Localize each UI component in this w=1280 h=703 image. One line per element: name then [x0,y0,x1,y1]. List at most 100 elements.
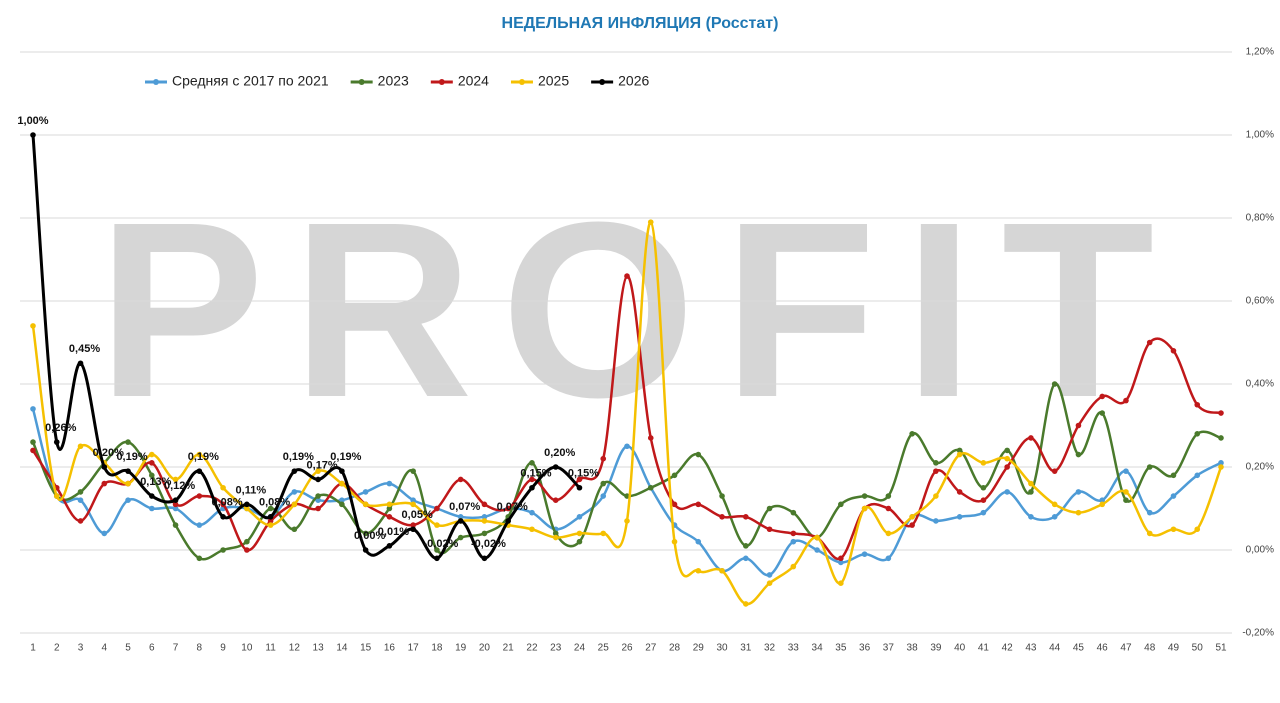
y-tick-label: 1,00% [1246,130,1274,141]
point [552,530,559,537]
point [267,518,274,524]
point [1051,501,1058,508]
point [766,526,773,533]
point [933,518,939,524]
point [125,468,131,474]
x-tick-label: 34 [812,643,824,654]
x-tick-label: 23 [550,643,562,654]
point [77,443,84,450]
point [1004,447,1010,454]
data-label: 0,13% [140,476,171,488]
point [172,522,179,528]
x-tick-label: 28 [669,643,681,654]
legend-marker [438,79,445,85]
point [1194,526,1201,533]
point [743,601,749,607]
point [30,323,36,329]
point [743,514,749,520]
x-tick-label: 15 [360,643,372,654]
x-tick-label: 30 [716,643,728,654]
point [814,547,820,553]
point [529,526,535,533]
point [244,501,250,508]
point [457,476,464,483]
point [505,518,512,524]
point [244,505,250,512]
point [220,514,226,520]
point [647,435,654,441]
x-tick-label: 25 [598,643,610,654]
point [1075,509,1082,516]
point [386,514,393,520]
point [1028,514,1034,520]
point [956,489,963,495]
data-label: 0,05% [402,509,433,521]
x-tick-label: 16 [384,643,396,654]
point [647,484,654,491]
x-tick-label: 14 [336,643,348,654]
point [1123,497,1129,504]
point [1099,497,1105,504]
y-tick-label: 0,00% [1246,545,1274,556]
x-tick-label: 5 [125,643,131,654]
point [695,501,702,508]
data-label: -0,02% [423,538,458,550]
point [909,514,915,520]
point [244,538,250,545]
point [125,439,131,445]
point [196,493,203,499]
legend-label: 2026 [618,73,649,89]
x-tick-label: 46 [1097,643,1109,654]
point [149,505,155,512]
point [220,547,226,553]
x-tick-label: 22 [526,643,538,654]
point [1099,393,1105,400]
point [267,522,274,528]
point [77,360,84,367]
data-label: 0,17% [307,459,338,471]
y-tick-label: 1,20% [1246,47,1274,58]
point [861,493,868,499]
x-tick-label: 4 [101,643,107,654]
point [362,501,369,508]
x-tick-label: 2 [54,643,60,654]
point [196,468,203,474]
point [77,489,84,495]
point [1170,348,1177,354]
point [980,509,987,516]
point [457,534,464,541]
x-tick-label: 24 [574,643,586,654]
x-tick-label: 51 [1215,643,1227,654]
point [339,468,345,474]
point [410,468,416,474]
data-label: 0,19% [283,451,314,463]
point [600,530,607,537]
point [434,555,440,562]
y-tick-label: 0,80% [1246,213,1274,224]
point [125,480,131,487]
point [1075,451,1082,458]
point [790,509,797,516]
point [30,406,36,412]
x-tick-label: 8 [197,643,203,654]
point [790,563,797,570]
point [743,555,749,562]
x-tick-label: 43 [1025,643,1037,654]
point [267,514,274,520]
point [1170,493,1177,499]
data-label: 0,20% [93,447,124,459]
point [481,530,488,537]
point [956,447,963,454]
point [410,522,416,528]
point [291,468,298,474]
point [1194,431,1201,437]
point [1099,501,1105,508]
point [481,501,488,508]
point [457,518,464,524]
point [220,501,226,508]
point [53,439,60,445]
point [1075,422,1082,429]
point [1028,489,1034,495]
watermark: PROFIT [98,170,1183,449]
